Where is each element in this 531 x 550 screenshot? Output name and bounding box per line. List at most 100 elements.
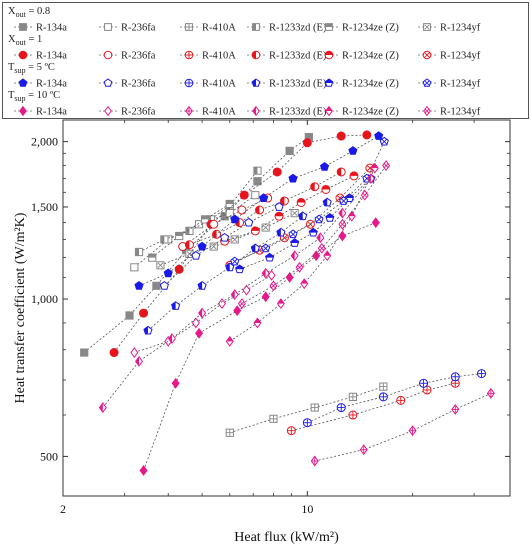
data-point: [197, 241, 207, 251]
legend-item: R-1234yf: [418, 78, 481, 90]
data-point: [174, 264, 184, 274]
legend-item: R-1234ze (Z): [320, 51, 399, 62]
series-2-13: [159, 202, 284, 290]
series-line: [307, 373, 482, 424]
data-point: [374, 131, 384, 140]
series-line: [229, 167, 371, 266]
data-point: [269, 280, 278, 292]
data-point: [338, 218, 347, 230]
data-point: [382, 160, 391, 172]
data-point: [486, 387, 495, 399]
data-point: [80, 348, 89, 357]
data-point: [359, 444, 368, 456]
data-point: [259, 193, 269, 202]
data-point: [379, 382, 388, 391]
data-point: [255, 205, 265, 215]
series-2-16: [234, 173, 376, 274]
legend-label: R-1234ze (Z): [342, 51, 399, 62]
legend-item: R-410A: [180, 51, 236, 62]
legend-marker: [18, 50, 28, 60]
data-point: [336, 403, 346, 413]
data-point: [419, 378, 429, 388]
legend-marker: [251, 50, 261, 60]
data-point: [217, 298, 227, 310]
data-point: [261, 291, 270, 303]
legend-marker: [325, 23, 333, 31]
data-point: [302, 138, 312, 148]
data-point: [160, 235, 169, 244]
legend-label: R-1234yf: [440, 107, 481, 118]
data-point: [422, 385, 432, 395]
legend-label: R-236fa: [121, 23, 156, 34]
data-point: [230, 256, 240, 266]
legend-marker: [422, 50, 432, 60]
data-point: [239, 190, 249, 200]
data-point: [298, 211, 308, 221]
data-point: [198, 307, 207, 319]
data-point: [125, 311, 134, 320]
data-point: [336, 167, 346, 177]
data-point: [321, 184, 331, 194]
data-point: [279, 196, 289, 206]
plot-frame: [62, 119, 511, 497]
legend-item: R-134a: [14, 23, 67, 34]
series-line: [234, 141, 385, 262]
legend-item: R-410A: [180, 79, 236, 90]
legend-item: R-1234ze (Z): [320, 23, 399, 34]
data-point: [135, 355, 144, 367]
data-point: [220, 232, 230, 242]
data-point: [276, 298, 285, 310]
data-point: [348, 392, 357, 401]
data-point: [242, 284, 251, 296]
legend-marker: [423, 23, 431, 31]
data-point: [288, 173, 298, 183]
legend-item: R-236fa: [99, 23, 156, 34]
series-line: [314, 393, 492, 462]
legend-marker: [103, 78, 113, 87]
legend-label: R-1234yf: [440, 51, 481, 62]
legend-marker: [19, 23, 27, 31]
data-point: [244, 217, 254, 227]
data-point: [285, 146, 294, 156]
series-line: [182, 197, 268, 247]
y-tick-label: 2,000: [31, 135, 58, 149]
series-line: [147, 202, 328, 331]
legend-label: R-1234yf: [440, 79, 481, 90]
data-point: [175, 231, 184, 241]
data-point: [143, 325, 153, 335]
legend-label: R-134a: [36, 51, 67, 62]
legend-marker: [185, 105, 193, 117]
legend-item: R-410A: [180, 23, 236, 34]
legend-label: R-1234yf: [440, 23, 481, 34]
legend-marker: [185, 23, 193, 31]
data-point: [225, 335, 234, 347]
legend-label: R-134a: [36, 107, 67, 118]
legend-marker: [251, 78, 261, 87]
data-point: [349, 171, 359, 181]
data-point: [130, 263, 139, 272]
data-point: [230, 214, 240, 224]
data-point: [253, 177, 262, 186]
legend-label: R-1234ze (Z): [342, 23, 399, 34]
legend-label: R-1233zd (E): [269, 79, 327, 90]
series-line: [224, 175, 355, 242]
data-point: [338, 207, 347, 219]
data-point: [300, 278, 309, 290]
y-tick-label: 1,000: [31, 292, 58, 306]
data-point: [234, 264, 245, 274]
data-point: [310, 182, 320, 192]
data-point: [295, 261, 304, 273]
data-point: [274, 202, 284, 211]
data-point: [310, 403, 319, 412]
data-point: [148, 253, 157, 262]
series-3-21: [98, 173, 375, 414]
data-point: [109, 348, 119, 358]
legend-marker: [104, 105, 112, 117]
series-2-12: [134, 131, 384, 290]
legend-marker: [104, 23, 112, 31]
data-point: [134, 280, 144, 290]
data-point: [274, 211, 284, 221]
legend-group-title: Xout = 1: [8, 34, 42, 47]
data-point: [336, 131, 346, 141]
